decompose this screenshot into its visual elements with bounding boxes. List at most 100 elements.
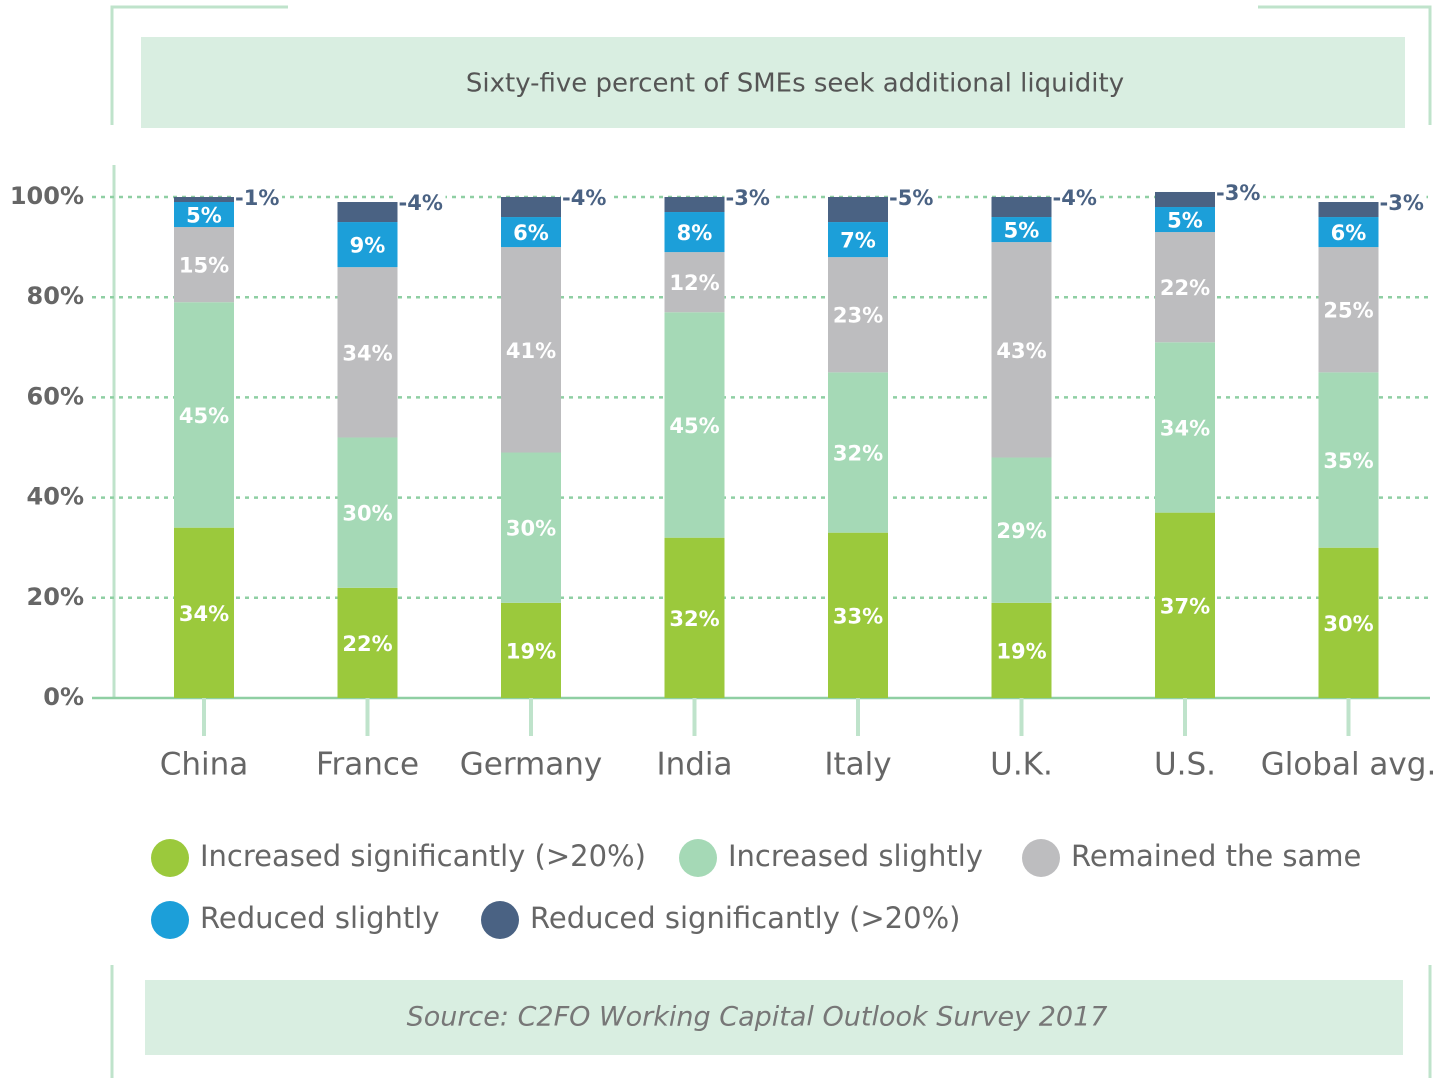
bar-segment xyxy=(1318,547,1379,698)
bar-segment xyxy=(337,587,398,698)
label-bg xyxy=(888,186,936,210)
frame xyxy=(110,5,1432,1078)
y-tick-label: 100% xyxy=(10,182,84,210)
data-label: 5% xyxy=(186,204,222,228)
bar-segment xyxy=(174,197,234,203)
data-label: 45% xyxy=(669,414,719,438)
data-label: 43% xyxy=(996,339,1046,363)
bar-segment xyxy=(991,242,1052,458)
legend-swatch xyxy=(151,839,189,877)
bar-segment xyxy=(991,457,1052,603)
bar-segment xyxy=(174,302,234,528)
data-label: -4% xyxy=(562,186,606,210)
label-bg xyxy=(1215,180,1263,205)
bar-segment xyxy=(501,197,561,218)
data-label: 19% xyxy=(996,639,1046,663)
label-bg xyxy=(234,186,282,210)
legend-swatch xyxy=(679,839,717,877)
bar-segment xyxy=(174,227,234,303)
y-tick-label: 60% xyxy=(27,382,84,410)
bar-segment xyxy=(828,222,888,258)
legend-label: Remained the same xyxy=(1071,839,1361,873)
data-label: -4% xyxy=(399,191,443,215)
data-label: 37% xyxy=(1160,594,1210,618)
bar-segment xyxy=(1155,191,1215,208)
label-bg xyxy=(1051,186,1100,210)
data-label: 41% xyxy=(506,339,556,363)
bar-segment xyxy=(991,217,1052,243)
legend-swatch xyxy=(151,901,189,939)
legend-swatch xyxy=(1022,839,1060,877)
data-label: 19% xyxy=(506,639,556,663)
data-label: 12% xyxy=(669,271,719,295)
bar-segment xyxy=(501,452,561,603)
bar-segment xyxy=(337,267,398,438)
bar-segment xyxy=(1318,202,1379,218)
bar-segment xyxy=(664,212,725,253)
data-label: 35% xyxy=(1323,449,1373,473)
bar-segment xyxy=(664,197,725,213)
y-tick-label: 80% xyxy=(27,282,84,310)
x-tick-label: China xyxy=(160,747,249,783)
data-label: 8% xyxy=(677,221,713,245)
label-bg xyxy=(1378,191,1427,216)
data-label: 34% xyxy=(179,602,229,626)
source: Source: C2FO Working Capital Outlook Sur… xyxy=(407,1002,1108,1033)
data-label: 5% xyxy=(1004,219,1040,243)
data-label: -1% xyxy=(235,186,279,210)
bar-segment xyxy=(1155,232,1215,343)
data-label: 30% xyxy=(506,517,556,541)
x-tick-label: France xyxy=(316,747,419,783)
bar-segment xyxy=(1155,512,1215,698)
bar-segment xyxy=(1318,217,1379,248)
y-tick-label: 40% xyxy=(27,483,84,511)
bar-segment xyxy=(991,197,1052,218)
label-bg xyxy=(561,186,609,210)
data-label: 34% xyxy=(1160,416,1210,440)
bar-segment xyxy=(337,222,398,268)
x-tick-label: Germany xyxy=(460,747,602,783)
bar-segment xyxy=(501,602,561,698)
bar-segment xyxy=(664,252,725,313)
y-tick-label: 20% xyxy=(27,583,84,611)
label-bg xyxy=(724,186,773,210)
bar-segment xyxy=(828,257,888,373)
bar-segment xyxy=(664,312,725,538)
x-tick-label: Italy xyxy=(824,747,891,783)
data-label: 6% xyxy=(513,221,549,245)
data-label: 7% xyxy=(840,229,876,253)
legend-label: Increased significantly (>20%) xyxy=(200,839,646,873)
data-label: 15% xyxy=(179,254,229,278)
x-tick-label: U.K. xyxy=(990,747,1053,783)
data-label: 32% xyxy=(669,607,719,631)
bar-segment xyxy=(337,437,398,588)
x-tick-label: U.S. xyxy=(1154,747,1216,783)
bar-segment xyxy=(1155,342,1215,513)
bar-segment xyxy=(174,527,234,698)
bar-segment xyxy=(501,247,561,453)
data-label: 23% xyxy=(833,304,883,328)
data-label: 9% xyxy=(350,234,386,258)
bar-segment xyxy=(991,602,1052,698)
data-label: 32% xyxy=(833,442,883,466)
data-label: -3% xyxy=(726,186,770,210)
bar-segment xyxy=(664,537,725,698)
bar-segment xyxy=(501,217,561,248)
data-label: -4% xyxy=(1053,186,1097,210)
bar-segment xyxy=(1318,247,1379,373)
bar-segment xyxy=(174,202,234,228)
bar-segment xyxy=(1155,207,1215,233)
x-tick-label: Global avg. xyxy=(1261,747,1437,783)
data-label: 34% xyxy=(342,341,392,365)
data-label: 5% xyxy=(1167,209,1203,233)
data-label: -3% xyxy=(1216,181,1260,205)
legend-label: Increased slightly xyxy=(728,839,983,873)
data-label: 33% xyxy=(833,604,883,628)
bar-segment xyxy=(828,197,888,223)
data-label: -5% xyxy=(889,186,933,210)
data-label: 30% xyxy=(342,502,392,526)
data-label: 45% xyxy=(179,404,229,428)
data-label: 22% xyxy=(342,632,392,656)
source-box xyxy=(145,980,1403,1055)
